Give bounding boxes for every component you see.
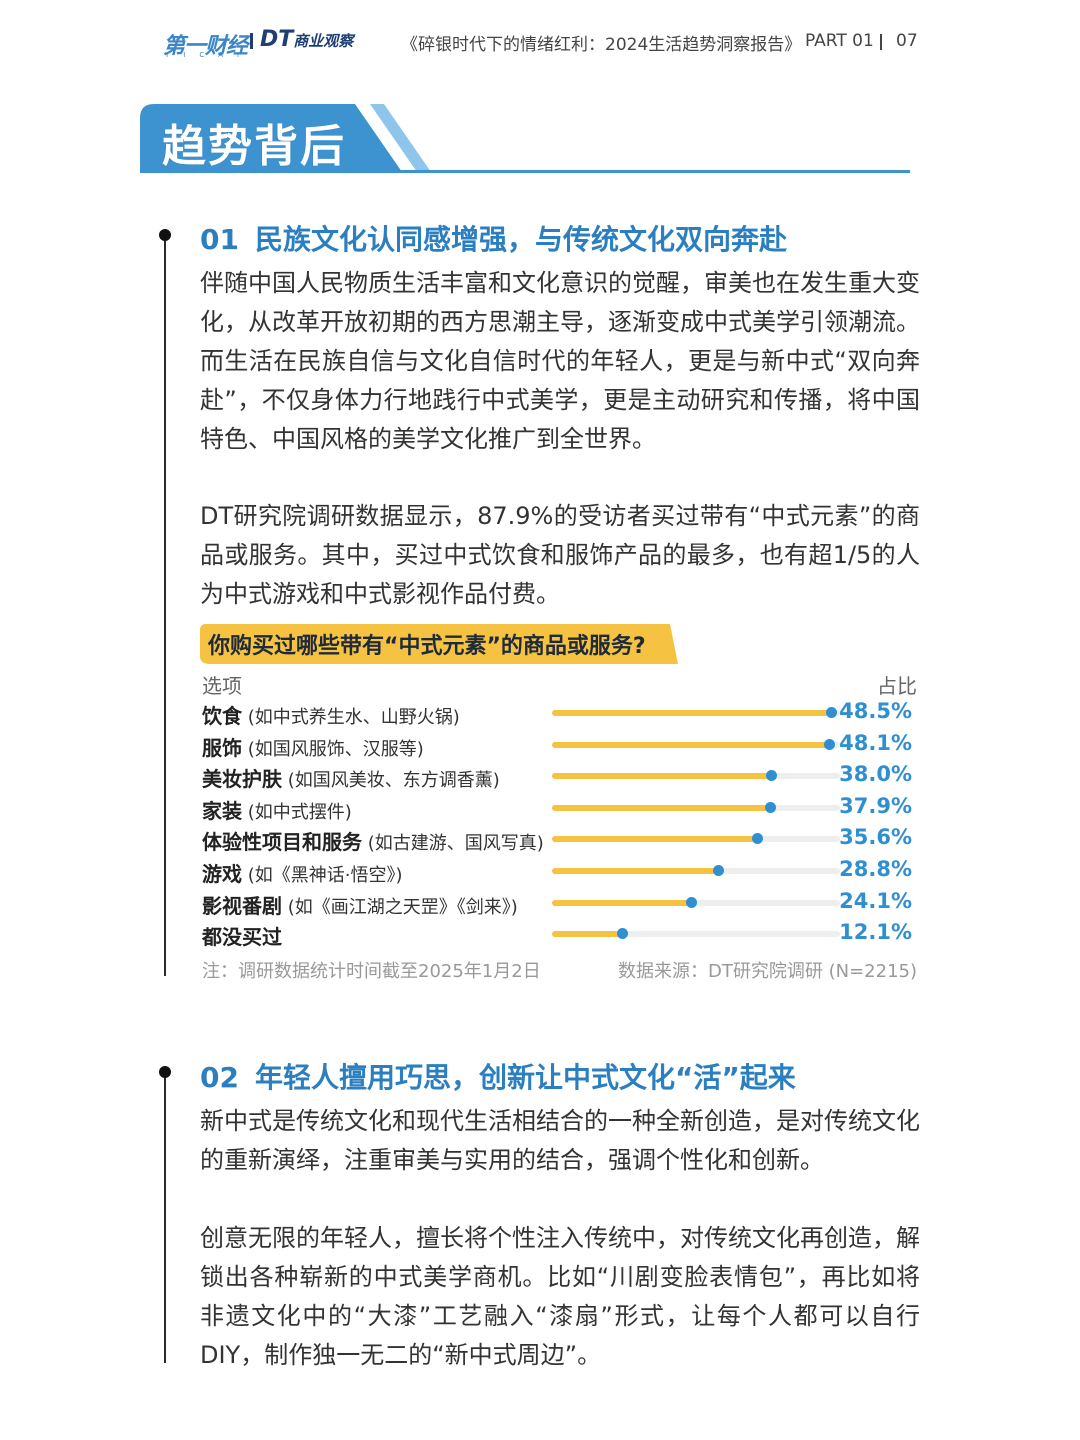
logo-divider: [250, 33, 253, 49]
chart-bar-marker: [765, 801, 777, 813]
chart-row-label-main: 饮食: [202, 704, 242, 728]
chart-title-bg: [200, 624, 678, 664]
header-separator: [880, 34, 882, 50]
yicai-logo: 第一财经: [163, 34, 248, 59]
chart-bar-marker: [765, 770, 777, 782]
yicai-logo-sub: YICAI: [165, 51, 254, 59]
chart-row-label-main: 都没买过: [202, 925, 282, 950]
dt-logo: DT商业观察: [260, 27, 353, 52]
chart-bar: [552, 804, 771, 811]
chart-bar-track: [552, 707, 840, 718]
banner-title: 趋势背后: [162, 121, 346, 172]
chart-bar: [552, 773, 771, 780]
chart-bar: [552, 836, 758, 843]
chart-bar-marker: [826, 707, 838, 718]
chart-value-label: 48.5%: [839, 699, 912, 723]
report-title: 《碎银时代下的情绪红利：2024生活趋势洞察报告》: [401, 35, 802, 55]
chart-row-label-sub: (如中式养生水、山野火锅): [242, 707, 460, 728]
chart-bar-marker: [685, 896, 697, 908]
chart-category-header: 选项: [202, 674, 242, 698]
chart-value-label: 38.0%: [839, 762, 912, 787]
chart-bar-marker: [616, 928, 628, 940]
chart-note: 注：调研数据统计时间截至2025年1月2日: [202, 961, 541, 982]
chart-value-label: 24.1%: [839, 888, 912, 913]
chart-row-label: 美妆护肤 (如国风美妆、东方调香薰): [202, 763, 500, 792]
page-number: 07: [896, 31, 918, 51]
timeline-dot-2: [159, 1066, 171, 1078]
section-2-number: 02: [200, 1061, 239, 1094]
chart-row-label-main: 游戏: [202, 862, 242, 886]
section-1-paragraph-2: DT研究院调研数据显示，87.9%的受访者买过带有“中式元素”的商品或服务。其中…: [200, 502, 920, 608]
dt-logo-main: DT: [260, 27, 294, 52]
chart-bar-track: [552, 928, 840, 940]
chart-value-label: 12.1%: [839, 920, 912, 945]
chart-row-label-sub: (如中式摆件): [242, 801, 352, 823]
banner-shape: [140, 104, 431, 172]
chart-value-label: 35.6%: [839, 825, 912, 850]
chart-bar-track: [552, 801, 840, 813]
chart-row-label: 家装 (如中式摆件): [202, 795, 352, 824]
chart-row-label-sub: (如古建游、国风写真): [362, 833, 544, 855]
dt-logo-sub: 商业观察: [293, 32, 354, 50]
chart-bar-marker: [752, 833, 764, 845]
timeline-dot-1: [159, 229, 171, 241]
chart-value-label: 37.9%: [839, 793, 912, 818]
part-label: PART 01: [805, 31, 874, 51]
chart-value-label: 48.1%: [839, 730, 912, 755]
chart-bar-track: [552, 865, 840, 876]
chart-bar: [552, 868, 718, 874]
banner-underline: [140, 170, 910, 173]
section-1-paragraph-1: 伴随中国人民物质生活丰富和文化意识的觉醒，审美也在发生重大变化，从改革开放初期的…: [200, 269, 920, 453]
chart-bar-track: [552, 896, 840, 908]
chart-bar: [552, 931, 622, 938]
section-1-number: 01: [200, 223, 239, 256]
chart-row-label-sub: (如《画江湖之天罡》《剑来》): [282, 896, 518, 918]
chart-bar-track: [552, 833, 840, 845]
chart-row-label-main: 影视番剧: [202, 893, 282, 918]
chart-bar-marker: [712, 865, 724, 876]
chart-row-label-main: 美妆护肤: [202, 767, 282, 792]
chart-row-label: 影视番剧 (如《画江湖之天罡》《剑来》): [202, 890, 518, 919]
chart-row-label: 游戏 (如《黑神话·悟空》): [202, 858, 403, 887]
chart-row-label-main: 体验性项目和服务: [202, 830, 362, 855]
chart-bar: [552, 899, 691, 906]
chart-title: 你购买过哪些带有“中式元素”的商品或服务?: [208, 634, 646, 659]
section-2-title: 年轻人擅用巧思，创新让中式文化“活”起来: [254, 1061, 796, 1094]
chart-row-label: 饮食 (如中式养生水、山野火锅): [202, 700, 460, 729]
timeline-line-2: [164, 1073, 166, 1363]
section-2-paragraph-2: 创意无限的年轻人，擅长将个性注入传统中，对传统文化再创造，解锁出各种崭新的中式美…: [200, 1224, 920, 1369]
timeline-line-1: [164, 236, 166, 976]
chart-row-label: 都没买过: [202, 921, 282, 950]
chart-row-label-sub: (如《黑神话·悟空》): [242, 865, 403, 886]
section-2-paragraph-1: 新中式是传统文化和现代生活相结合的一种全新创造，是对传统文化的重新演绎，注重审美…: [200, 1107, 920, 1174]
chart-source: 数据来源：DT研究院调研 (N=2215): [618, 961, 917, 982]
section-1-title: 民族文化认同感增强，与传统文化双向奔赴: [254, 223, 787, 256]
chart-value-header: 占比: [877, 674, 917, 698]
chart-row-label-sub: (如国风美妆、东方调香薰): [282, 770, 500, 792]
section-2-heading: 02 年轻人擅用巧思，创新让中式文化“活”起来: [200, 1056, 796, 1096]
chart-value-label: 28.8%: [839, 857, 912, 881]
chart-bar-marker: [824, 738, 836, 750]
chart-row-label-sub: (如国风服饰、汉服等): [242, 738, 424, 760]
section-1-heading: 01 民族文化认同感增强，与传统文化双向奔赴: [200, 218, 787, 258]
chart-row-label-main: 服饰: [202, 735, 242, 760]
chart-row-label-main: 家装: [202, 798, 242, 823]
chart-bar: [552, 741, 830, 748]
chart-bar: [552, 710, 832, 716]
chart-bar-track: [552, 770, 840, 782]
chart-bar-track: [552, 738, 840, 750]
chart-row-label: 服饰 (如国风服饰、汉服等): [202, 732, 424, 761]
chart-row-label: 体验性项目和服务 (如古建游、国风写真): [202, 826, 544, 855]
